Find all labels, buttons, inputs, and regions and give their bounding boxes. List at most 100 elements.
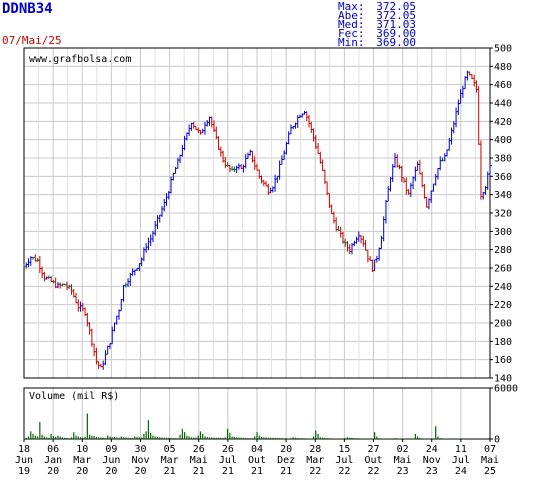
price-grid — [23, 47, 491, 379]
x-tick-label: 21 — [222, 466, 234, 477]
x-tick-label: Jul — [452, 455, 470, 466]
stat-close-label: Fec: — [338, 27, 365, 40]
stat-max: Max: 372.05 — [338, 0, 416, 13]
x-tick-label: 20 — [105, 466, 117, 477]
x-tick-label: 20 — [280, 444, 292, 455]
x-tick-label: 26 — [222, 444, 234, 455]
x-tick-label: 22 — [338, 466, 350, 477]
stat-open: Abe: 372.05 — [338, 9, 416, 22]
price-tick-label: 460 — [494, 80, 512, 91]
x-tick-label: 09 — [105, 444, 117, 455]
stat-open-label: Abe: — [338, 9, 365, 22]
price-tick-label: 380 — [494, 154, 512, 165]
x-tick-label: 21 — [164, 466, 176, 477]
x-tick-label: Mai — [481, 455, 499, 466]
x-tick-label: Mai — [394, 455, 412, 466]
stat-min: Min: 369.00 — [338, 36, 416, 49]
price-y-axis: 140 160 180 200 220 240 260 280 300 320 340 360 380 4… — [490, 44, 512, 385]
x-tick-label: Mar — [161, 455, 179, 466]
x-tick-label: 07 — [484, 444, 496, 455]
price-tick-label: 360 — [494, 172, 512, 183]
x-tick-label: 15 — [338, 444, 350, 455]
x-tick-label: Jun — [15, 455, 33, 466]
x-tick-label: 24 — [426, 444, 438, 455]
stat-close-value: 369.00 — [376, 27, 416, 40]
price-tick-label: 240 — [494, 282, 512, 293]
stat-close: Fec: 369.00 — [338, 27, 416, 40]
price-tick-label: 280 — [494, 245, 512, 256]
price-tick-label: 220 — [494, 300, 512, 311]
x-tick-label: Nov — [423, 455, 441, 466]
x-tick-label: Jun — [102, 455, 120, 466]
price-tick-label: 400 — [494, 135, 512, 146]
stat-avg: Med: 371.03 — [338, 18, 416, 31]
stat-avg-label: Med: — [338, 18, 365, 31]
volume-tick-label: 0 — [494, 435, 500, 446]
price-tick-label: 300 — [494, 227, 512, 238]
volume-tick-label: 6000 — [494, 384, 518, 395]
stat-min-label: Min: — [338, 36, 365, 49]
quote-date: 07/Mai/25 — [2, 34, 62, 47]
x-tick-label: Mar — [306, 455, 324, 466]
x-tick-label: 21 — [251, 466, 263, 477]
x-tick-label: Mai — [190, 455, 208, 466]
x-tick-label: 20 — [76, 466, 88, 477]
x-tick-label: 18 — [18, 444, 30, 455]
x-tick-label: 27 — [367, 444, 379, 455]
price-tick-label: 500 — [494, 44, 512, 55]
x-tick-label: 21 — [280, 466, 292, 477]
x-tick-label: 30 — [134, 444, 146, 455]
x-tick-label: Jul — [335, 455, 353, 466]
x-tick-label: Out — [364, 455, 382, 466]
x-axis: 18Jun1906Jan2010Mar2009Jun2030Nov2005Mar… — [15, 439, 499, 477]
x-tick-label: 24 — [455, 466, 467, 477]
x-tick-label: 10 — [76, 444, 88, 455]
price-bars — [23, 70, 492, 370]
price-tick-label: 260 — [494, 264, 512, 275]
price-stats: Max: 372.05 Abe: 372.05 Med: 371.03 Fec:… — [338, 0, 416, 49]
x-tick-label: Dez — [277, 455, 295, 466]
x-tick-label: 26 — [193, 444, 205, 455]
price-tick-label: 340 — [494, 190, 512, 201]
x-tick-label: 28 — [309, 444, 321, 455]
x-tick-label: 22 — [367, 466, 379, 477]
x-tick-label: 11 — [455, 444, 467, 455]
x-tick-label: 19 — [18, 466, 30, 477]
x-tick-label: 22 — [309, 466, 321, 477]
x-tick-label: 02 — [397, 444, 409, 455]
x-tick-label: 21 — [193, 466, 205, 477]
ticker-symbol: DDNB34 — [2, 1, 53, 17]
price-tick-label: 180 — [494, 337, 512, 348]
volume-y-axis: 0 6000 — [490, 384, 518, 446]
price-tick-label: 160 — [494, 355, 512, 366]
x-tick-label: 23 — [426, 466, 438, 477]
volume-title: Volume (mil R$) — [29, 391, 119, 402]
stat-max-value: 372.05 — [376, 0, 416, 13]
x-tick-label: 20 — [134, 466, 146, 477]
x-tick-label: 25 — [484, 466, 496, 477]
x-tick-label: 23 — [397, 466, 409, 477]
price-tick-label: 200 — [494, 319, 512, 330]
stat-min-value: 369.00 — [376, 36, 416, 49]
x-tick-label: 06 — [47, 444, 59, 455]
volume-bars — [23, 413, 489, 439]
price-tick-label: 420 — [494, 117, 512, 128]
volume-grid — [23, 388, 491, 439]
x-tick-label: Nov — [131, 455, 149, 466]
x-tick-label: Jul — [219, 455, 237, 466]
x-tick-label: Mar — [73, 455, 91, 466]
x-tick-label: 20 — [47, 466, 59, 477]
price-tick-label: 480 — [494, 62, 512, 73]
stat-avg-value: 371.03 — [376, 18, 416, 31]
price-tick-label: 320 — [494, 209, 512, 220]
watermark: www.grafbolsa.com — [29, 54, 131, 65]
x-tick-label: Jan — [44, 455, 62, 466]
price-tick-label: 440 — [494, 99, 512, 110]
x-tick-label: Out — [248, 455, 266, 466]
stat-open-value: 372.05 — [376, 9, 416, 22]
x-tick-label: 04 — [251, 444, 263, 455]
x-tick-label: 05 — [164, 444, 176, 455]
stat-max-label: Max: — [338, 0, 365, 13]
price-tick-label: 140 — [494, 374, 512, 385]
